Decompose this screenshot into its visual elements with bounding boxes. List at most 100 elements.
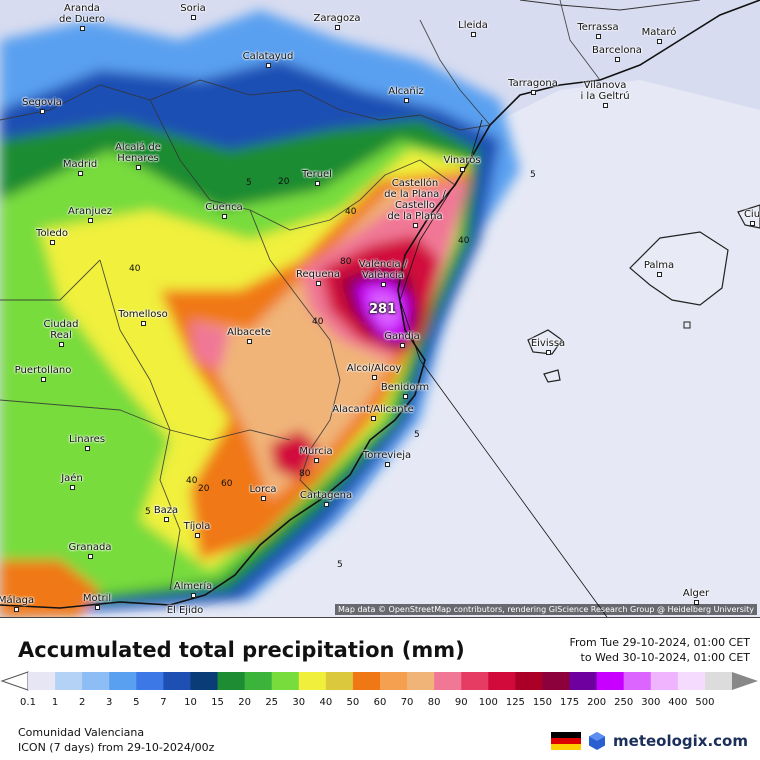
legend-swatch — [190, 672, 219, 690]
city-label: Granada — [68, 542, 112, 553]
legend-swatch — [650, 672, 679, 690]
contour-label: 80 — [340, 257, 352, 267]
legend-tick-label: 10 — [184, 697, 197, 708]
city-label: Baza — [153, 505, 179, 516]
period-to: to Wed 30-10-2024, 01:00 CET — [580, 651, 751, 664]
city-label: Mataró — [641, 27, 677, 38]
legend-swatch — [515, 672, 543, 690]
legend-tick-label: 5 — [133, 697, 140, 708]
city-marker — [14, 607, 19, 612]
city-label: El Ejido — [166, 605, 204, 616]
track-line — [399, 119, 608, 617]
city-marker — [41, 377, 46, 382]
city-label: Madrid — [62, 159, 98, 170]
legend-tick-label: 175 — [559, 697, 580, 708]
city-marker — [335, 25, 340, 30]
city-label: Barcelona — [592, 45, 642, 56]
period-from: From Tue 29-10-2024, 01:00 CET — [569, 636, 750, 649]
legend-tick-label: 60 — [373, 697, 387, 708]
legend-tick-label: 300 — [641, 697, 661, 708]
city-label: Zaragoza — [313, 13, 361, 24]
city-label: Torrevieja — [362, 450, 412, 461]
legend-swatch — [55, 672, 83, 690]
city-label: Puertollano — [14, 365, 72, 376]
color-legend-bar — [0, 671, 758, 691]
legend-tick-label: 400 — [668, 697, 688, 708]
city-label: Albacete — [227, 327, 271, 338]
region-borders — [0, 0, 601, 591]
city-marker — [596, 34, 601, 39]
city-marker — [95, 605, 100, 610]
city-label: Almería — [173, 581, 213, 592]
city-marker — [195, 533, 200, 538]
city-marker — [266, 63, 271, 68]
city-label: Segovia — [22, 97, 62, 108]
legend-swatch — [677, 672, 706, 690]
city-marker — [183, 617, 188, 618]
legend-tick-label: 200 — [587, 697, 607, 708]
contour-label: 80 — [299, 469, 311, 479]
city-label: Jaén — [61, 473, 83, 484]
valid-period: From Tue 29-10-2024, 01:00 CET to Wed 30… — [569, 635, 750, 665]
city-marker — [136, 165, 141, 170]
legend-tick-label: 150 — [532, 697, 552, 708]
contour-label: 5 — [145, 507, 151, 517]
model-label: ICON (7 days) from 29-10-2024/00z — [18, 741, 215, 754]
contour-label: 5 — [530, 170, 536, 180]
city-label: Soria — [180, 3, 206, 14]
legend-tick-label: 25 — [265, 697, 279, 708]
legend-swatch — [352, 672, 381, 690]
legend-swatch — [109, 672, 137, 690]
city-label: Terrassa — [577, 22, 619, 33]
contour-label: 40 — [186, 476, 198, 486]
precipitation-map[interactable]: Aranda de Duero Soria Zaragoza Lleida Terrass… — [0, 0, 760, 618]
map-attribution: Map data © OpenStreetMap contributors, r… — [335, 604, 757, 615]
chart-title: Accumulated total precipitation (mm) — [18, 638, 465, 662]
legend-swatch — [461, 672, 489, 690]
city-label: Tíjola — [183, 521, 211, 532]
city-marker — [59, 342, 64, 347]
city-marker — [471, 32, 476, 37]
city-marker — [324, 502, 329, 507]
legend-tick-label: 20 — [238, 697, 251, 708]
city-label: Castellón de la Plana / Castello de la Plan… — [384, 178, 446, 222]
legend-swatch — [569, 672, 598, 690]
contour-label: 20 — [198, 484, 210, 494]
contour-label: 40 — [312, 317, 324, 327]
legend-tick-label: 70 — [400, 697, 414, 708]
legend-swatch — [82, 672, 110, 690]
city-marker — [413, 223, 418, 228]
city-marker — [191, 15, 196, 20]
city-marker — [603, 103, 608, 108]
city-marker — [222, 214, 227, 219]
legend-swatch — [488, 672, 516, 690]
city-label: Benidorm — [380, 382, 430, 393]
city-marker — [191, 593, 196, 598]
legend-swatch — [244, 672, 273, 690]
brand-area[interactable]: meteologix.com — [551, 731, 748, 751]
city-label: Tomelloso — [118, 309, 168, 320]
city-marker — [657, 272, 662, 277]
legend-swatch — [28, 672, 56, 690]
city-label: Motril — [82, 593, 112, 604]
city-marker — [372, 375, 377, 380]
city-label: Aranjuez — [68, 206, 112, 217]
city-label: Alacant/Alicante — [332, 404, 414, 415]
city-label: Vilanova i la Geltrú — [580, 80, 630, 102]
legend-swatch — [136, 672, 164, 690]
legend-swatch — [596, 672, 625, 690]
city-label: Alcalá de Henares — [115, 142, 161, 164]
city-marker — [88, 554, 93, 559]
legend-tick-label: 80 — [427, 697, 441, 708]
city-marker — [80, 26, 85, 31]
legend-swatch — [380, 672, 408, 690]
city-label: Palma — [643, 260, 675, 271]
city-label: València / València — [358, 259, 408, 281]
contour-label: 40 — [458, 236, 470, 246]
city-label: Alcañiz — [388, 86, 424, 97]
city-marker — [247, 339, 252, 344]
legend-tick-label: 500 — [695, 697, 715, 708]
city-marker — [546, 350, 551, 355]
legend-tick-label: 3 — [106, 697, 113, 708]
legend-ticks: 0.1 1 2 3 5 7 10 15 20 25 30 40 50 60 70 80 90 100 125 150 1… — [0, 697, 760, 711]
